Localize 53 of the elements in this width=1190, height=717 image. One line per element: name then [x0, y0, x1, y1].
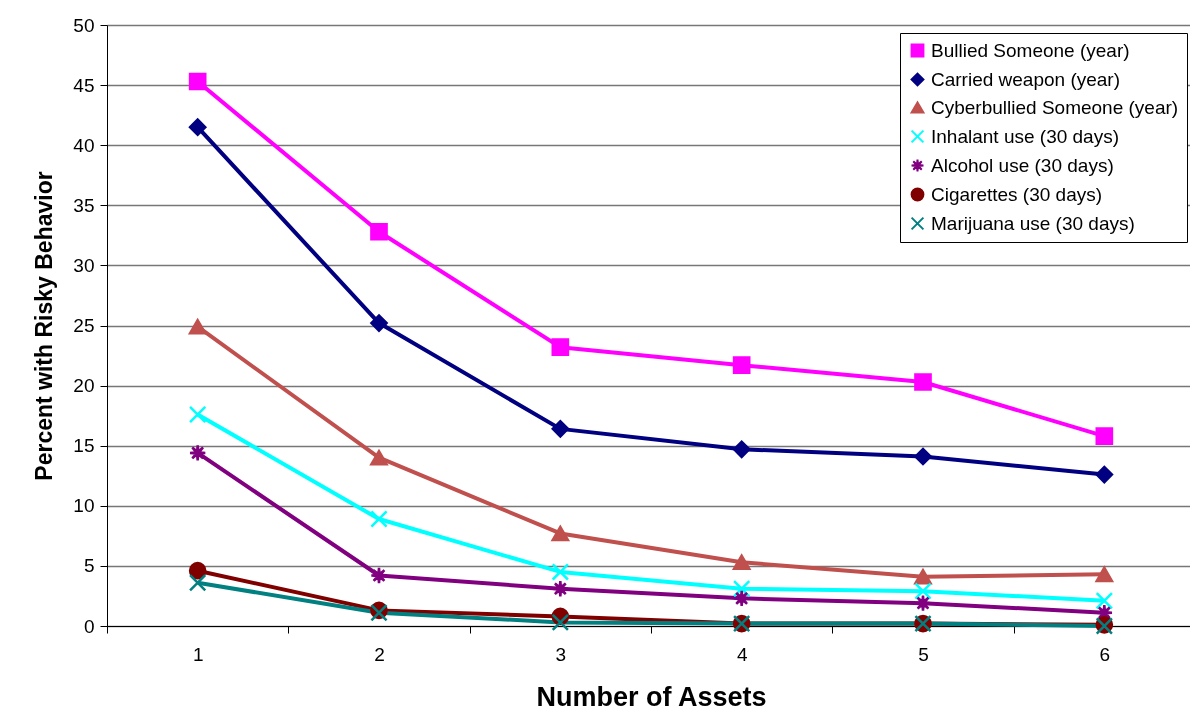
- point: [188, 405, 207, 424]
- point: [370, 314, 388, 332]
- y-tick-label: 50: [73, 14, 95, 36]
- point: [370, 510, 388, 528]
- point: [732, 554, 751, 571]
- x-tick-label: 2: [374, 643, 385, 665]
- point: [188, 573, 207, 592]
- y-tick-label: 25: [73, 315, 95, 336]
- y-tick-label: 10: [73, 495, 95, 517]
- x-tick-label: 5: [918, 643, 929, 665]
- point: [1095, 566, 1114, 583]
- y-tick-label: 5: [83, 555, 95, 577]
- x-tick-label: 4: [736, 643, 748, 665]
- point: [732, 356, 751, 374]
- point: [551, 420, 570, 438]
- point: [1095, 427, 1114, 445]
- x-tick-label: 1: [192, 643, 204, 665]
- point: [732, 440, 751, 459]
- legend-label: Bullied Someone (year): [931, 39, 1130, 61]
- legend-label: Alcohol use (30 days): [931, 154, 1114, 176]
- y-tick-label: 0: [83, 615, 95, 637]
- legend-label: Marijuana use (30 days): [931, 212, 1135, 234]
- legend-label: Cyberbullied Someone (year): [931, 96, 1179, 118]
- point: [1095, 465, 1114, 484]
- point: [914, 568, 932, 585]
- point: [914, 373, 932, 391]
- point: [914, 582, 932, 600]
- legend-label: Inhalant use (30 days): [931, 125, 1120, 147]
- x-tick-label: 6: [1099, 643, 1111, 665]
- point: [188, 72, 207, 91]
- point: [188, 318, 207, 335]
- point: [188, 561, 207, 580]
- point: [732, 579, 751, 598]
- y-tick-label: 15: [73, 435, 95, 457]
- legend-label: Cigarettes (30 days): [931, 183, 1103, 205]
- y-tick-label: 45: [73, 74, 95, 96]
- y-axis-title: Percent with Risky Behavior: [31, 171, 58, 481]
- point: [188, 118, 207, 136]
- point: [370, 449, 388, 466]
- x-axis-title: Number of Assets: [536, 681, 767, 712]
- point: [551, 525, 570, 542]
- y-tick-label: 35: [73, 194, 95, 216]
- point: [1095, 591, 1114, 610]
- y-tick-label: 20: [73, 375, 95, 397]
- legend-label: Carried weapon (year): [931, 68, 1121, 90]
- point: [551, 338, 570, 356]
- x-tick-label: 3: [555, 643, 567, 665]
- point: [370, 222, 388, 241]
- y-tick-label: 30: [73, 254, 95, 276]
- point: [914, 447, 932, 466]
- point: [551, 563, 570, 581]
- point: [551, 613, 570, 632]
- y-tick-label: 40: [73, 134, 95, 156]
